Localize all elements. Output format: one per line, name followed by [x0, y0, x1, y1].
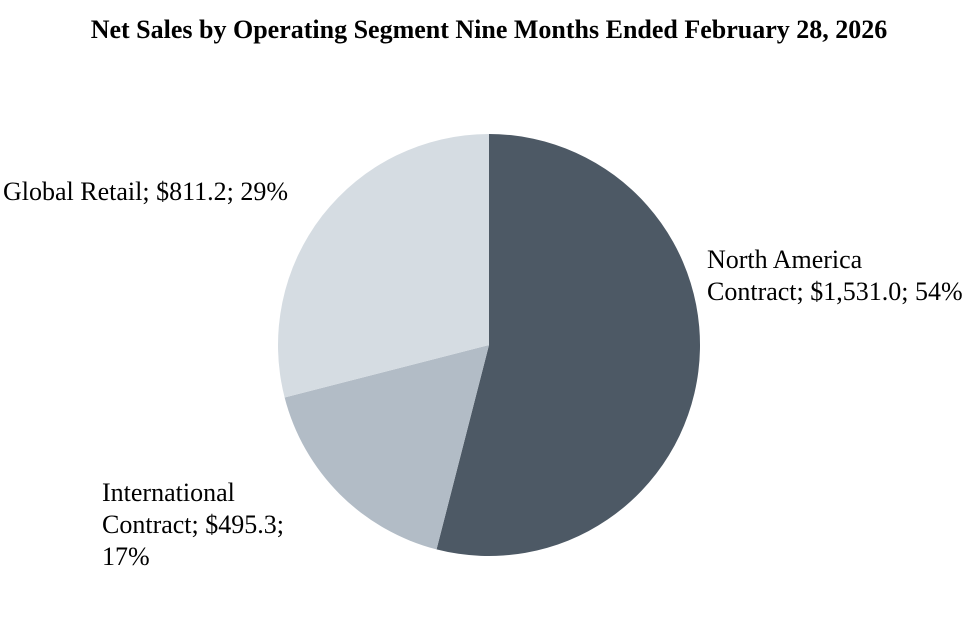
- slice-label-line: International: [102, 478, 235, 507]
- slice-label-global-retail: Global Retail; $811.2; 29%: [3, 176, 288, 208]
- slice-label-line: North America: [707, 245, 863, 274]
- slice-label-line: Global Retail; $811.2; 29%: [3, 177, 288, 206]
- pie-slice-north-america-contract: [436, 134, 701, 556]
- pie-svg: [278, 134, 701, 556]
- pie-slice-global-retail: [278, 134, 489, 398]
- slice-label-north-america-contract: North America Contract; $1,531.0; 54%: [707, 244, 963, 308]
- pie-slice-international-contract: [284, 345, 489, 550]
- pie-chart: [277, 133, 701, 557]
- slice-label-line: 17%: [102, 542, 150, 571]
- slice-label-line: Contract; $1,531.0; 54%: [707, 277, 963, 306]
- slice-label-international-contract: International Contract; $495.3; 17%: [102, 477, 284, 573]
- slice-label-line: Contract; $495.3;: [102, 510, 284, 539]
- chart-title: Net Sales by Operating Segment Nine Mont…: [90, 15, 888, 44]
